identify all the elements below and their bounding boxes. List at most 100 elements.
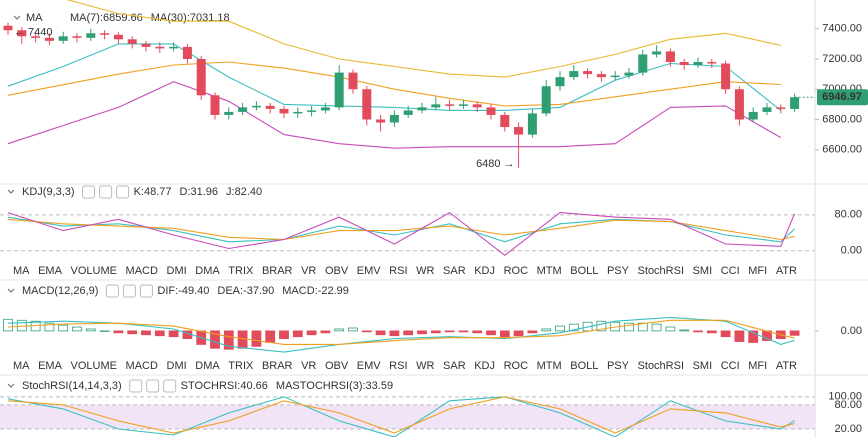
indicator-tab[interactable]: OBV: [325, 360, 349, 372]
y-tick-label: 7400.00: [822, 23, 862, 35]
indicator-tab[interactable]: ROC: [504, 265, 529, 277]
eye-icon[interactable]: [129, 379, 143, 393]
indicator-tab[interactable]: MACD: [126, 265, 158, 277]
candle-body: [251, 105, 261, 108]
panel-header: KDJ(9,3,3): [22, 186, 75, 198]
candle-body: [320, 107, 330, 111]
macd-bar: [513, 330, 524, 337]
indicator-tab[interactable]: TRIX: [228, 265, 254, 277]
candle-body: [610, 75, 620, 78]
collapse-icon[interactable]: [13, 15, 21, 20]
macd-bar: [223, 330, 234, 350]
indicator-tab[interactable]: BRAR: [262, 360, 293, 372]
candle-body: [652, 51, 662, 55]
macd-bar: [720, 330, 731, 338]
candle-body: [182, 46, 192, 59]
macd-bar: [748, 330, 759, 343]
indicator-tab[interactable]: SAR: [443, 265, 466, 277]
indicator-tab[interactable]: KDJ: [474, 360, 495, 372]
indicator-tab[interactable]: DMA: [195, 265, 220, 277]
settings-icon[interactable]: [146, 379, 160, 393]
candle-body: [31, 36, 41, 38]
last-price-box: [817, 89, 868, 106]
eye-icon[interactable]: [82, 185, 96, 199]
macd-bar: [499, 330, 510, 338]
indicator-tab[interactable]: SMI: [693, 265, 713, 277]
indicator-tab[interactable]: EMV: [357, 265, 382, 277]
indicator-tab[interactable]: OBV: [325, 265, 349, 277]
indicator-tab[interactable]: MFI: [748, 360, 767, 372]
indicator-tab[interactable]: DMI: [167, 265, 187, 277]
indicator-tab[interactable]: VOLUME: [71, 265, 117, 277]
candle-body: [472, 104, 482, 108]
candle-body: [17, 30, 27, 37]
indicator-tab[interactable]: MTM: [537, 265, 562, 277]
indicator-tab[interactable]: WR: [416, 360, 434, 372]
close-icon[interactable]: [116, 185, 130, 199]
indicator-tab[interactable]: DMA: [195, 360, 220, 372]
indicator-tab[interactable]: SAR: [443, 360, 466, 372]
indicator-tab[interactable]: MACD: [126, 360, 158, 372]
high-annotation: ← 7440: [14, 27, 53, 39]
indicator-tab[interactable]: WR: [416, 265, 434, 277]
indicator-tab[interactable]: StochRSI: [638, 360, 684, 372]
settings-icon[interactable]: [99, 185, 113, 199]
indicator-tab[interactable]: ROC: [504, 360, 529, 372]
eye-icon[interactable]: [105, 284, 119, 298]
indicator-tab[interactable]: PSY: [607, 265, 630, 277]
candle-body: [417, 107, 427, 111]
macd-bar: [430, 330, 441, 334]
macd-bar: [44, 322, 55, 332]
indicator-tab[interactable]: MFI: [748, 265, 767, 277]
indicator-tab[interactable]: VR: [301, 265, 316, 277]
indicator-tab[interactable]: MA: [13, 265, 30, 277]
y-tick-label: 7200.00: [822, 53, 862, 65]
candle-body: [127, 39, 137, 44]
collapse-icon[interactable]: [7, 288, 15, 293]
indicator-tab[interactable]: VOLUME: [71, 360, 117, 372]
candle-body: [596, 74, 606, 78]
indicator-tab[interactable]: TRIX: [228, 360, 254, 372]
collapse-icon[interactable]: [7, 383, 15, 388]
indicator-tab[interactable]: SMI: [693, 360, 713, 372]
settings-icon[interactable]: [122, 284, 136, 298]
indicator-tab[interactable]: BOLL: [570, 360, 598, 372]
indicator-tab[interactable]: PSY: [607, 360, 630, 372]
indicator-tab[interactable]: VR: [301, 360, 316, 372]
candle-body: [721, 63, 731, 90]
indicator-tab[interactable]: MA: [13, 360, 30, 372]
indicator-tab[interactable]: BOLL: [570, 265, 598, 277]
macd-bar: [348, 327, 358, 332]
legend-label: STOCHRSI:40.66: [181, 380, 268, 392]
candle-body: [527, 113, 537, 135]
y-tick-label: 6800.00: [822, 113, 862, 125]
macd-bar: [665, 326, 676, 332]
indicator-tab[interactable]: RSI: [389, 265, 407, 277]
indicator-tab[interactable]: KDJ: [474, 265, 495, 277]
indicator-tab[interactable]: StochRSI: [638, 265, 684, 277]
candle-body: [555, 77, 565, 87]
indicator-tab[interactable]: CCI: [721, 265, 740, 277]
indicator-tab[interactable]: CCI: [721, 360, 740, 372]
macd-bar: [472, 330, 483, 334]
macd-bar: [541, 328, 552, 332]
macd-bar: [361, 330, 372, 333]
macd-bar: [210, 330, 220, 349]
close-icon[interactable]: [163, 379, 177, 393]
indicator-tab[interactable]: EMV: [357, 360, 382, 372]
close-icon[interactable]: [139, 284, 153, 298]
indicator-line: [66, 0, 781, 78]
collapse-icon[interactable]: [7, 189, 15, 194]
indicator-tab[interactable]: BRAR: [262, 265, 293, 277]
candle-body: [376, 119, 386, 123]
macd-bar: [596, 320, 607, 332]
indicator-tab[interactable]: ATR: [776, 360, 797, 372]
legend-label: K:48.77: [134, 186, 172, 198]
panel-header: MA: [26, 12, 43, 24]
indicator-tab[interactable]: EMA: [38, 360, 63, 372]
indicator-tab[interactable]: RSI: [389, 360, 407, 372]
indicator-tab[interactable]: ATR: [776, 265, 797, 277]
indicator-tab[interactable]: MTM: [537, 360, 562, 372]
indicator-tab[interactable]: DMI: [167, 360, 187, 372]
indicator-tab[interactable]: EMA: [38, 265, 63, 277]
